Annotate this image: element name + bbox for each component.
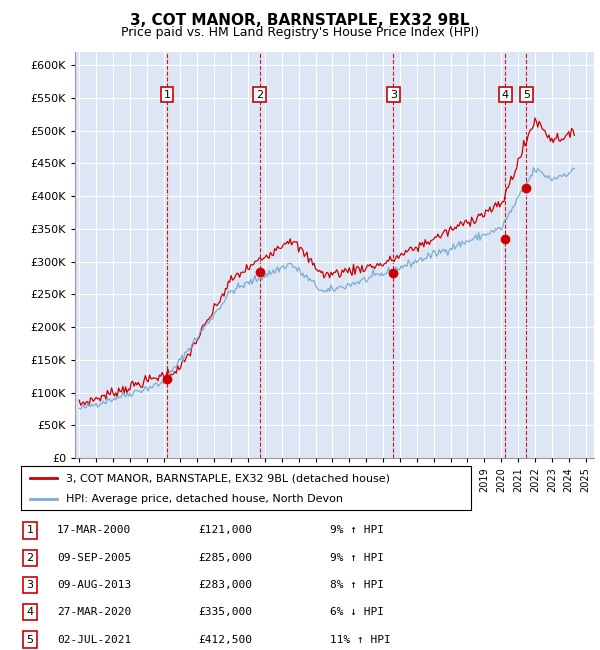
Text: 1: 1	[164, 90, 170, 99]
Text: Price paid vs. HM Land Registry's House Price Index (HPI): Price paid vs. HM Land Registry's House …	[121, 26, 479, 39]
Text: 3: 3	[390, 90, 397, 99]
Text: 5: 5	[26, 634, 34, 645]
Text: 9% ↑ HPI: 9% ↑ HPI	[330, 552, 384, 563]
Text: HPI: Average price, detached house, North Devon: HPI: Average price, detached house, Nort…	[66, 494, 343, 504]
Text: £283,000: £283,000	[198, 580, 252, 590]
Text: 3: 3	[26, 580, 34, 590]
Text: 09-SEP-2005: 09-SEP-2005	[57, 552, 131, 563]
Text: 9% ↑ HPI: 9% ↑ HPI	[330, 525, 384, 536]
Text: 8% ↑ HPI: 8% ↑ HPI	[330, 580, 384, 590]
Text: 6% ↓ HPI: 6% ↓ HPI	[330, 607, 384, 618]
Text: £412,500: £412,500	[198, 634, 252, 645]
Text: 3, COT MANOR, BARNSTAPLE, EX32 9BL (detached house): 3, COT MANOR, BARNSTAPLE, EX32 9BL (deta…	[66, 473, 390, 484]
Text: 11% ↑ HPI: 11% ↑ HPI	[330, 634, 391, 645]
Text: 02-JUL-2021: 02-JUL-2021	[57, 634, 131, 645]
Text: 2: 2	[26, 552, 34, 563]
Text: 27-MAR-2020: 27-MAR-2020	[57, 607, 131, 618]
Text: 09-AUG-2013: 09-AUG-2013	[57, 580, 131, 590]
Text: £285,000: £285,000	[198, 552, 252, 563]
Text: 3, COT MANOR, BARNSTAPLE, EX32 9BL: 3, COT MANOR, BARNSTAPLE, EX32 9BL	[130, 13, 470, 28]
Text: 17-MAR-2000: 17-MAR-2000	[57, 525, 131, 536]
Text: 5: 5	[523, 90, 530, 99]
Text: £335,000: £335,000	[198, 607, 252, 618]
Text: 1: 1	[26, 525, 34, 536]
Text: £121,000: £121,000	[198, 525, 252, 536]
Text: 4: 4	[26, 607, 34, 618]
Text: 4: 4	[502, 90, 509, 99]
Text: 2: 2	[256, 90, 263, 99]
